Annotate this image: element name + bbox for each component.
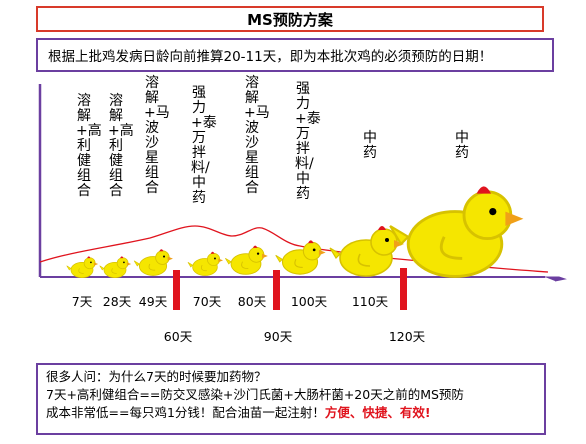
day-label: 70天 <box>192 294 222 309</box>
subtitle-box: 根据上批鸡发病日龄向前推算20-11天，即为本批次鸡的必须预防的日期！ <box>36 38 554 72</box>
note-line: 7天+高利健组合==防交叉感染+沙门氏菌+大肠杆菌+20天之前的MS预防 <box>46 387 464 402</box>
day-label: 60天 <box>163 329 193 344</box>
treatment-label: 溶解+高利健组合 <box>108 93 134 199</box>
day-label: 110天 <box>351 294 389 309</box>
chick-7 <box>66 255 99 279</box>
treatment-label: 溶解+马波沙星组合 <box>144 75 170 196</box>
axis-arrow <box>545 276 567 282</box>
treatment-label: 溶解+马波沙星组合 <box>244 75 270 196</box>
note-line: 成本非常低==每只鸡1分钱！配合油苗一起注射！方便、快捷、有效! <box>46 404 536 422</box>
treatment-label: 中药 <box>455 130 469 161</box>
chick-80 <box>224 245 269 275</box>
day-label: 49天 <box>138 294 168 309</box>
day-label: 100天 <box>290 294 328 309</box>
page-title: MS预防方案 <box>247 10 333 29</box>
chick-49 <box>133 248 174 276</box>
day-label: 7天 <box>71 294 93 309</box>
note-highlight: 方便、快捷、有效! <box>324 405 431 420</box>
chick-110 <box>329 225 405 277</box>
marker-90 <box>273 270 280 310</box>
day-label: 28天 <box>102 294 132 309</box>
chick-28 <box>99 255 132 279</box>
marker-60 <box>173 270 180 310</box>
note-box: 很多人问：为什么7天的时候要加药物？ 7天+高利健组合==防交叉感染+沙门氏菌+… <box>36 363 546 435</box>
chick-70 <box>187 251 224 277</box>
note-line: 很多人问：为什么7天的时候要加药物？ <box>46 369 267 384</box>
subtitle-text: 根据上批鸡发病日龄向前推算20-11天，即为本批次鸡的必须预防的日期！ <box>48 49 493 65</box>
chick-100 <box>275 239 327 275</box>
treatment-label: 溶解+高利健组合 <box>76 93 102 199</box>
day-label: 80天 <box>237 294 267 309</box>
title-box: MS预防方案 <box>36 6 544 32</box>
day-label: 120天 <box>388 329 426 344</box>
chick-120 <box>388 184 526 279</box>
day-label: 90天 <box>263 329 293 344</box>
treatment-label: 中药 <box>363 130 377 161</box>
note-text: 成本非常低==每只鸡1分钱！配合油苗一起注射！ <box>46 405 325 420</box>
treatment-label: 强力+泰万拌料/中药 <box>295 81 321 202</box>
marker-120 <box>400 268 407 310</box>
treatment-label: 强力+泰万拌料/中药 <box>191 85 217 206</box>
